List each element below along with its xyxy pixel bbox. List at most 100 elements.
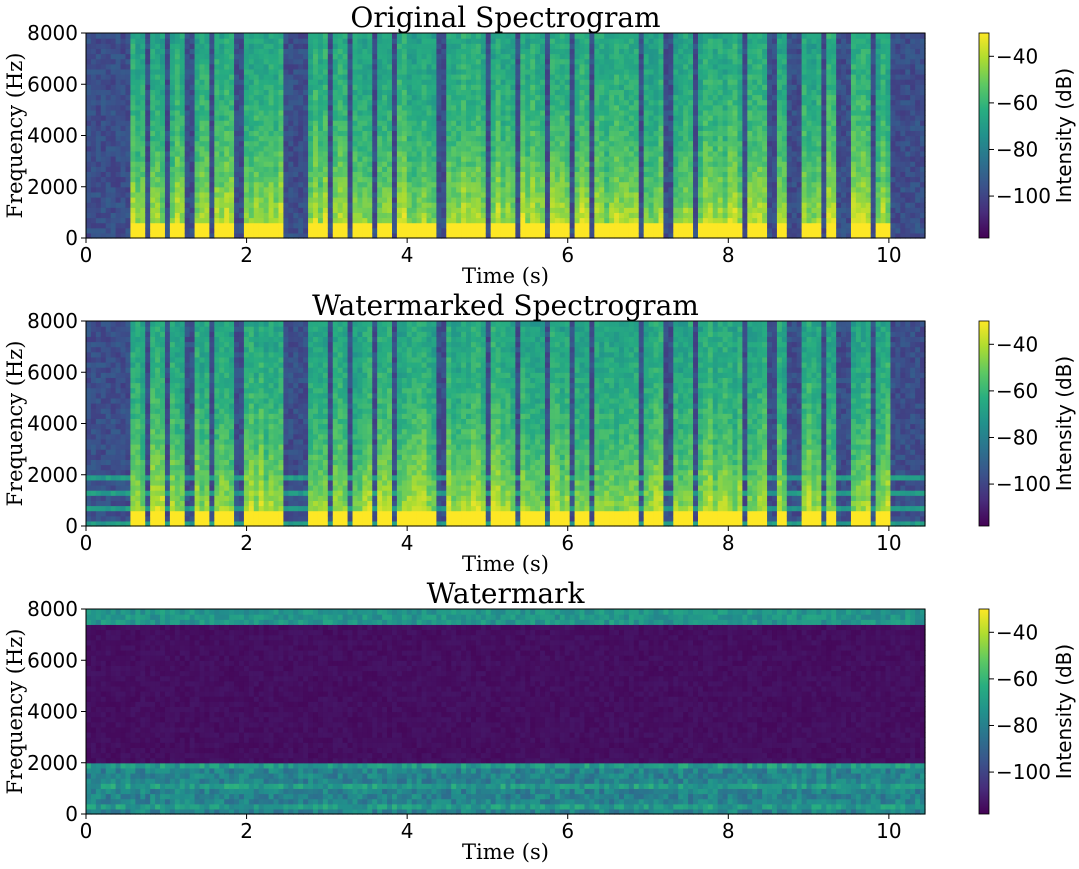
heat-cell xyxy=(584,68,590,75)
heat-cell xyxy=(564,207,571,213)
heat-cell xyxy=(633,125,640,131)
heat-cell xyxy=(273,227,280,234)
heat-cell xyxy=(411,217,418,224)
heat-cell xyxy=(678,191,684,198)
heat-cell xyxy=(322,79,329,85)
heat-cell xyxy=(209,171,215,178)
heat-cell xyxy=(470,232,477,239)
heat-cell xyxy=(140,176,146,183)
heat-cell xyxy=(303,232,309,239)
heat-cell xyxy=(505,181,512,188)
heat-cell xyxy=(278,48,285,55)
heat-cell xyxy=(243,89,250,96)
heat-cell xyxy=(327,63,334,70)
heat-cell xyxy=(658,212,665,219)
heat-cell xyxy=(456,104,462,111)
heat-cell xyxy=(505,48,512,55)
heat-cell xyxy=(387,145,393,152)
heat-cell xyxy=(164,120,171,126)
heat-cell xyxy=(510,58,516,65)
heat-cell xyxy=(584,227,590,234)
heat-cell xyxy=(693,94,699,101)
heat-cell xyxy=(86,125,92,131)
heat-cell xyxy=(604,115,610,121)
heat-cell xyxy=(431,176,438,183)
heat-cell xyxy=(169,43,176,49)
heat-cell xyxy=(461,99,467,106)
heat-cell xyxy=(337,156,344,162)
heat-cell xyxy=(559,84,566,90)
heat-cell xyxy=(411,125,418,131)
heat-cell xyxy=(308,74,314,80)
heat-cell xyxy=(658,58,665,65)
heat-cell xyxy=(224,125,230,131)
heat-cell xyxy=(697,104,704,111)
heat-cell xyxy=(416,125,423,131)
heat-cell xyxy=(382,166,388,172)
heat-cell xyxy=(347,99,354,106)
heat-cell xyxy=(303,84,309,90)
heat-cell xyxy=(229,115,235,121)
heat-cell xyxy=(391,217,398,224)
heat-cell xyxy=(391,104,398,111)
heat-cell xyxy=(234,38,240,44)
heat-cell xyxy=(530,94,536,101)
heat-cell xyxy=(564,222,571,229)
heat-cell xyxy=(426,125,433,131)
heat-cell xyxy=(238,120,245,126)
heat-cell xyxy=(643,63,650,70)
heat-cell xyxy=(130,232,136,239)
heat-cell xyxy=(140,79,146,85)
heat-cell xyxy=(619,166,625,172)
heat-cell xyxy=(337,104,344,111)
heat-cell xyxy=(633,130,640,137)
heat-cell xyxy=(688,38,694,44)
heat-cell xyxy=(535,63,541,70)
heat-cell xyxy=(480,94,487,101)
heat-cell xyxy=(540,74,546,80)
heat-cell xyxy=(623,202,630,208)
heat-cell xyxy=(475,89,482,96)
heat-cell xyxy=(86,181,92,188)
heat-cell xyxy=(100,33,107,39)
heat-cell xyxy=(100,53,107,60)
heat-cell xyxy=(658,84,665,90)
heat-cell xyxy=(530,207,536,213)
heat-cell xyxy=(648,140,655,147)
heat-cell xyxy=(174,115,181,121)
heat-cell xyxy=(387,212,393,219)
heat-cell xyxy=(184,186,191,193)
heat-cell xyxy=(609,63,615,70)
heat-cell xyxy=(441,202,447,208)
heat-cell xyxy=(431,115,438,121)
heat-cell xyxy=(441,130,447,137)
heat-cell xyxy=(303,89,309,96)
heat-cell xyxy=(495,186,502,193)
heat-cell xyxy=(520,150,526,157)
heat-cell xyxy=(308,115,314,121)
heat-cell xyxy=(505,186,512,193)
heat-cell xyxy=(115,48,122,55)
heat-cell xyxy=(426,197,433,203)
heat-cell xyxy=(614,212,620,219)
heat-cell xyxy=(110,48,117,55)
heat-cell xyxy=(456,227,462,234)
heat-cell xyxy=(209,63,215,70)
heat-cell xyxy=(515,212,521,219)
heat-cell xyxy=(441,222,447,229)
heat-cell xyxy=(110,191,117,198)
heat-cell xyxy=(683,99,689,106)
heat-cell xyxy=(510,79,516,85)
heat-cell xyxy=(169,79,176,85)
heat-cell xyxy=(382,150,388,157)
heat-cell xyxy=(342,74,349,80)
heat-cell xyxy=(436,217,442,224)
heat-cell xyxy=(520,181,526,188)
heat-cell xyxy=(441,84,447,90)
heat-cell xyxy=(663,202,669,208)
heat-cell xyxy=(490,130,497,137)
heat-cell xyxy=(475,58,482,65)
heat-cell xyxy=(214,104,220,111)
heat-cell xyxy=(169,150,176,157)
heat-cell xyxy=(367,43,373,49)
